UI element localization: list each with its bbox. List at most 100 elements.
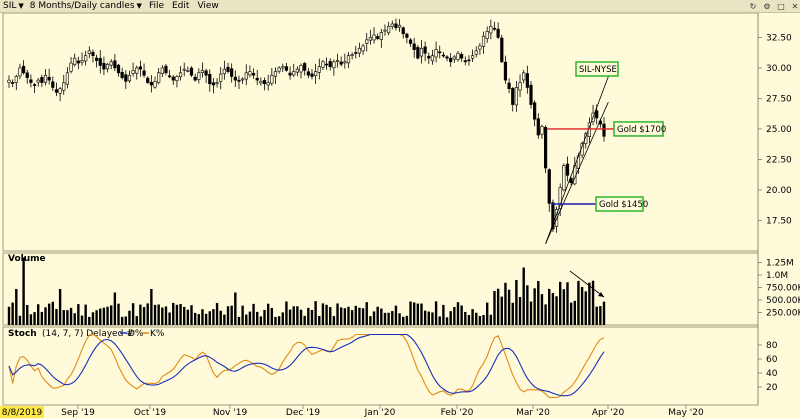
candle-body [335,60,340,62]
volume-bar [219,310,222,325]
symbol-tag-label: SIL-NYSE [579,65,617,75]
candle-body [533,102,537,120]
volume-bar [558,281,562,325]
period-dropdown[interactable]: 8 Months/Daily candles ▼ [27,1,145,11]
volume-trend-arrow [569,270,605,298]
volume-bar [332,316,336,325]
volume-bar [62,310,65,325]
candle-body [314,71,318,76]
volume-bar [394,305,398,325]
volume-bar [230,305,233,325]
candle-body [124,74,128,82]
volume-bar [347,306,350,325]
gold-1700-label: Gold $1700 [617,125,666,135]
candle-body [204,70,208,76]
volume-bar [555,296,558,325]
candle-body [244,72,248,80]
stoch-tick-label: 40 [766,369,778,379]
volume-bar [507,289,511,325]
menu-edit[interactable]: Edit [172,1,190,11]
candle-body [518,82,522,91]
candle-body [284,66,289,71]
candle-body [511,88,515,105]
volume-bar [314,301,317,325]
volume-bar [33,312,36,325]
volume-bar [146,303,149,325]
volume-bar [533,288,536,325]
volume-bar [420,303,423,325]
volume-bar [131,303,135,325]
candle-body [339,61,343,65]
candle-body [186,70,190,72]
candle-body [7,79,11,83]
close-icon[interactable]: ✕ [791,1,799,11]
volume-bar [416,303,420,325]
candle-body [438,51,442,54]
candle-body [569,178,573,183]
refresh-icon[interactable]: ↻ [749,1,757,11]
candle-body [273,71,278,77]
volume-bar [485,302,489,325]
volume-bar [212,309,215,325]
volume-bar [252,303,255,325]
candle-body [543,126,548,169]
candle-body [292,71,296,76]
x-tick-label: Apr '20 [592,408,625,418]
volume-bar [339,307,343,325]
trend-line-lower [545,101,609,244]
volume-bar [223,314,226,325]
candle-body [602,123,606,137]
volume-bar [157,304,160,325]
volume-bar [128,310,131,325]
stoch-tick-label: 80 [766,341,778,351]
volume-bar [478,316,482,325]
volume-bar [91,312,95,325]
candle-body [485,31,489,39]
y-tick-label: 25.00 [766,125,792,135]
volume-bar [11,302,14,325]
y-tick-label: 30.00 [766,64,792,74]
candle-body [460,54,464,59]
menu-view[interactable]: View [197,1,219,11]
candle-body [489,26,493,34]
candle-body [14,76,18,83]
candle-body [540,126,544,135]
volume-bar [292,306,295,325]
candle-body [405,33,409,38]
symbol-dropdown[interactable]: SIL ▼ [0,1,27,11]
candle-body [595,110,599,119]
candle-body [350,54,354,56]
candle-body [299,65,303,73]
candle-body [146,77,150,83]
volume-bar [40,311,44,325]
candle-body [507,82,511,89]
candle-body [500,37,504,63]
volume-bar [285,301,288,325]
volume-bar [358,307,361,325]
volume-title: Volume [8,254,46,264]
stoch-k-line [8,333,605,399]
candle-body [62,82,66,91]
volume-tick-label: 250.00K [766,309,800,319]
volume-bar [299,309,303,325]
candle-body [445,56,449,59]
volume-bar [77,304,80,325]
volume-bar [431,312,434,325]
volume-bar [208,311,211,325]
candle-body [197,72,201,80]
candle-body [259,81,263,84]
candle-body [58,88,62,94]
volume-bar [259,316,263,325]
volume-bar [237,316,241,325]
price-chart: 8/8/2019 Sep '19 Oct '19 Nov '19 Dec '19 Jan … [0,13,800,418]
menu-file[interactable]: File [148,1,164,11]
settings-icon[interactable]: ⚙ [763,1,771,11]
volume-bar [537,281,540,325]
candle-body [467,59,471,62]
maximize-icon[interactable]: □ [777,1,785,11]
volume-bar [51,301,55,325]
volume-bar [234,292,237,325]
volume-bar [526,285,529,325]
volume-bar [423,310,427,325]
volume-bar [241,305,244,325]
